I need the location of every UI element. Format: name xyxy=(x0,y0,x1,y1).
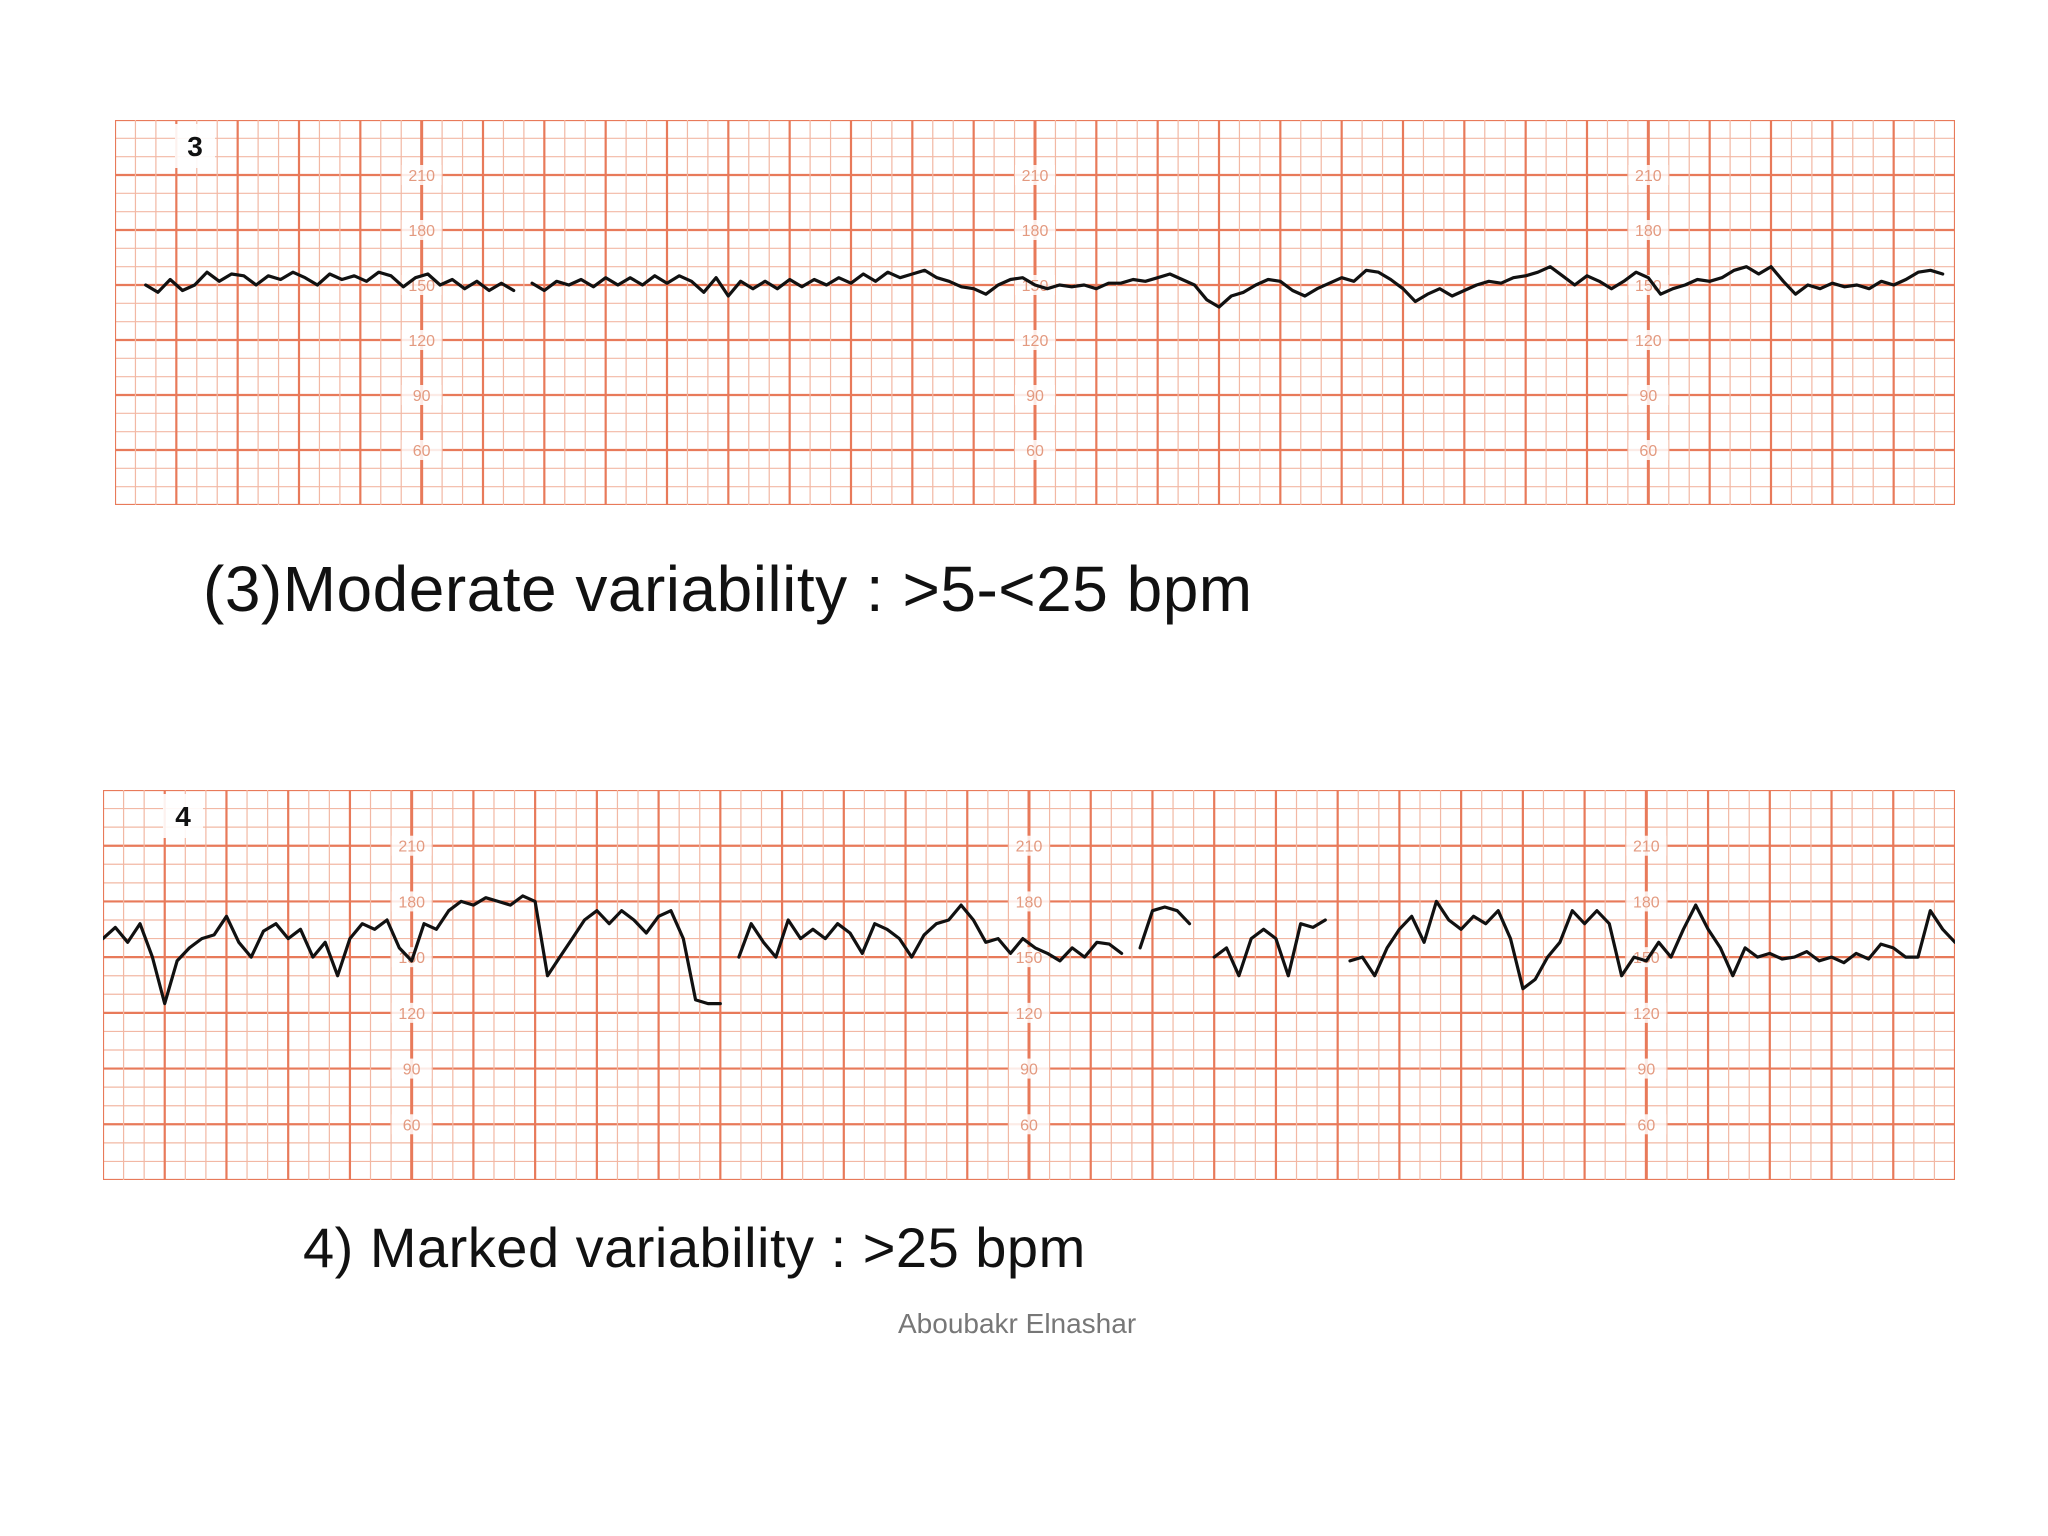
tick-label-bg xyxy=(401,440,442,460)
tick-label: 120 xyxy=(398,1006,425,1023)
tick-label: 180 xyxy=(1635,223,1662,240)
tick-label-bg xyxy=(1009,947,1049,968)
tick-label-bg xyxy=(1015,165,1055,185)
fhr-trace-segment xyxy=(1212,918,1327,978)
tick-label-bg xyxy=(1628,385,1669,405)
fhr-trace-segment xyxy=(530,265,1945,309)
tick-label: 210 xyxy=(1635,168,1662,185)
tick-label: 60 xyxy=(1639,443,1657,460)
tick-label: 60 xyxy=(413,443,431,460)
tick-label: 180 xyxy=(1022,223,1049,240)
tick-label-bg xyxy=(391,1114,432,1135)
tick-label: 60 xyxy=(1020,1117,1038,1134)
tick-label: 90 xyxy=(413,388,431,405)
tick-label-bg xyxy=(1015,440,1055,460)
tick-label: 150 xyxy=(1635,278,1662,295)
tick-label: 60 xyxy=(1637,1117,1655,1134)
tick-label: 180 xyxy=(1633,894,1660,911)
tick-label: 120 xyxy=(1022,333,1049,350)
fhr-trace-segment xyxy=(1348,899,1955,991)
tick-label: 210 xyxy=(1022,168,1049,185)
ctg-strip-marked: 6090120150180210609012015018021060901201… xyxy=(103,790,1955,1180)
tick-label-bg xyxy=(1626,891,1667,912)
tick-label-bg xyxy=(1015,330,1055,350)
tick-label-bg xyxy=(391,891,432,912)
tick-label-bg xyxy=(1009,1058,1049,1079)
tick-label: 120 xyxy=(1635,333,1662,350)
tick-label: 120 xyxy=(408,333,435,350)
tick-label: 150 xyxy=(1016,950,1043,967)
tick-label: 90 xyxy=(1020,1062,1038,1079)
tick-label-bg xyxy=(1626,947,1667,968)
panel-label: 3 xyxy=(187,131,203,162)
tick-label-bg xyxy=(1009,1002,1049,1023)
tick-label: 120 xyxy=(1016,1006,1043,1023)
tick-label: 210 xyxy=(1633,839,1660,856)
tick-label: 60 xyxy=(1026,443,1044,460)
tick-label: 180 xyxy=(1016,894,1043,911)
tick-label-bg xyxy=(401,385,442,405)
tick-label: 90 xyxy=(1637,1062,1655,1079)
tick-label: 60 xyxy=(403,1117,421,1134)
ctg-strip-moderate: 60 90 120 150 180 210 60 90 120 150 180 210 60 90 120 1… xyxy=(115,120,1955,505)
tick-label-bg xyxy=(1628,440,1669,460)
tick-label-bg xyxy=(391,1002,432,1023)
tick-label: 90 xyxy=(1026,388,1044,405)
tick-label-bg xyxy=(391,1058,432,1079)
fhr-trace-segment xyxy=(103,894,722,1006)
tick-label-bg xyxy=(1015,220,1055,240)
tick-label-bg xyxy=(401,330,442,350)
tick-label-bg xyxy=(1626,1002,1667,1023)
tick-label-bg xyxy=(1628,165,1669,185)
tick-label-bg xyxy=(1628,330,1669,350)
fhr-trace-segment xyxy=(144,270,516,294)
panel-label-bg xyxy=(175,124,215,168)
tick-label: 210 xyxy=(408,168,435,185)
tick-label-bg xyxy=(1626,835,1667,856)
tick-label-bg xyxy=(391,835,432,856)
tick-label-bg xyxy=(1015,385,1055,405)
tick-label: 90 xyxy=(403,1062,421,1079)
author-credit: Aboubakr Elnashar xyxy=(898,1308,1137,1339)
fhr-trace-segment xyxy=(737,903,1124,963)
panel-label-bg xyxy=(163,794,203,838)
tick-label: 90 xyxy=(1639,388,1657,405)
tick-label-bg xyxy=(1009,1114,1049,1135)
tick-label-bg xyxy=(1626,1114,1667,1135)
tick-label: 120 xyxy=(1633,1006,1660,1023)
tick-label: 180 xyxy=(398,894,425,911)
tick-label: 150 xyxy=(408,278,435,295)
tick-label-bg xyxy=(1009,835,1049,856)
tick-label-bg xyxy=(401,220,442,240)
tick-label-bg xyxy=(1628,220,1669,240)
tick-label-bg xyxy=(1009,891,1049,912)
caption-marked-variability: 4) Marked variability : >25 bpm xyxy=(303,1216,1086,1279)
panel-label: 4 xyxy=(175,801,191,832)
fhr-trace-segment xyxy=(1138,905,1192,950)
caption-moderate-variability: (3)Moderate variability : >5-<25 bpm xyxy=(203,553,1253,625)
tick-label: 210 xyxy=(398,839,425,856)
tick-label-bg xyxy=(401,165,442,185)
tick-label-bg xyxy=(1626,1058,1667,1079)
tick-label: 210 xyxy=(1016,839,1043,856)
tick-label: 180 xyxy=(408,223,435,240)
